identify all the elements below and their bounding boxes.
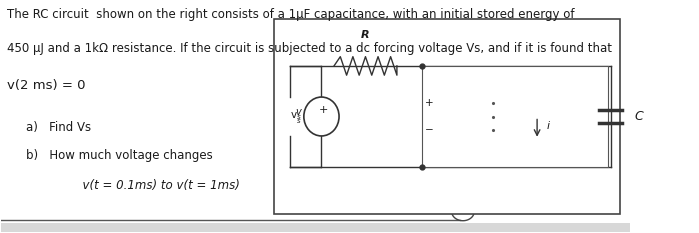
Ellipse shape — [304, 97, 339, 136]
Text: v: v — [295, 107, 301, 117]
Text: v$_s$: v$_s$ — [290, 111, 302, 122]
Text: v(t = 0.1ms) to v(t = 1ms): v(t = 0.1ms) to v(t = 1ms) — [45, 179, 240, 192]
Text: s: s — [297, 118, 301, 124]
Text: v(2 ms) = 0: v(2 ms) = 0 — [7, 79, 85, 93]
Text: +: + — [319, 105, 329, 115]
Text: −: − — [425, 125, 434, 135]
Bar — [1, 223, 630, 232]
Text: C: C — [635, 110, 643, 123]
Text: i: i — [547, 121, 549, 131]
Text: a)   Find Vs: a) Find Vs — [26, 121, 91, 134]
Bar — [422, 66, 607, 167]
Bar — [274, 19, 620, 214]
Text: +: + — [425, 98, 434, 108]
Text: b)   How much voltage changes: b) How much voltage changes — [26, 149, 212, 162]
Text: R: R — [361, 31, 370, 41]
Text: 450 μJ and a 1kΩ resistance. If the circuit is subjected to a dc forcing voltage: 450 μJ and a 1kΩ resistance. If the circ… — [7, 42, 612, 55]
Text: The RC circuit  shown on the right consists of a 1μF capacitance, with an initia: The RC circuit shown on the right consis… — [7, 8, 575, 21]
